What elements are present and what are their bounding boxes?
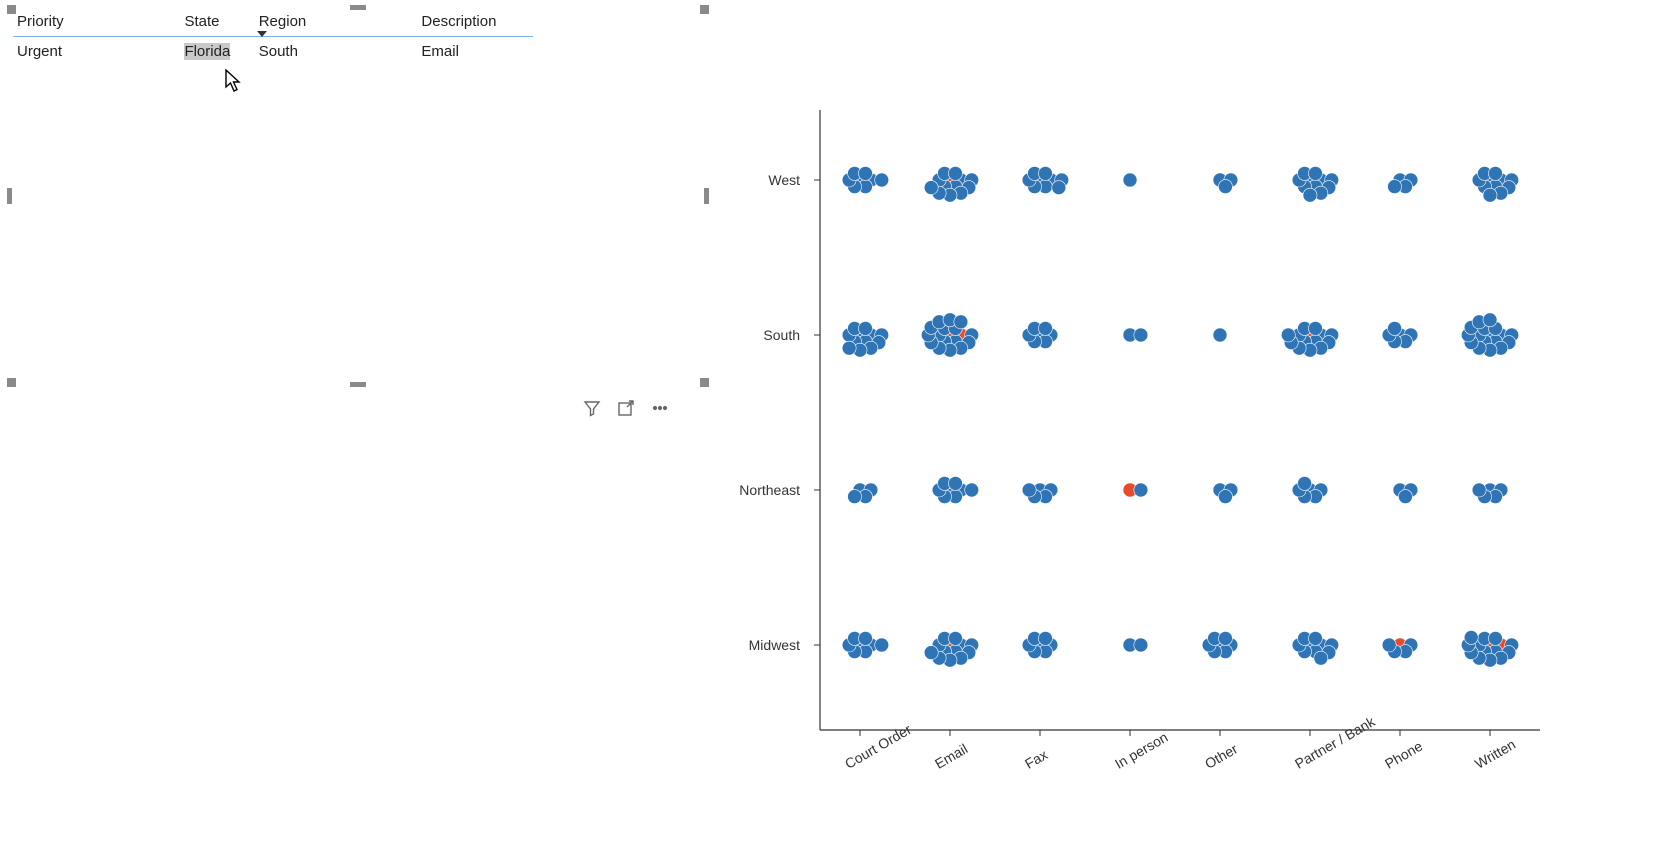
data-point[interactable] <box>1218 631 1232 645</box>
data-point[interactable] <box>1298 476 1312 490</box>
data-point[interactable] <box>858 166 872 180</box>
data-point[interactable] <box>1134 483 1148 497</box>
data-point[interactable] <box>1388 321 1402 335</box>
data-point[interactable] <box>1218 490 1232 504</box>
cell-text: Urgent <box>17 43 62 60</box>
column-header-label: Description <box>421 13 496 30</box>
cell-description[interactable]: Email <box>417 37 533 67</box>
data-point[interactable] <box>1213 328 1227 342</box>
column-header-label: State <box>184 13 219 30</box>
data-table[interactable]: Priority State Region Description Urgent… <box>13 9 533 66</box>
y-axis-label: Northeast <box>720 482 800 498</box>
scatter-chart[interactable]: WestSouthNortheastMidwest Court OrderEma… <box>730 90 1560 830</box>
data-point[interactable] <box>1308 166 1322 180</box>
data-point[interactable] <box>1134 638 1148 652</box>
resize-handle[interactable] <box>7 188 12 204</box>
data-point[interactable] <box>1483 313 1497 327</box>
cell-text: Email <box>421 43 459 60</box>
data-point[interactable] <box>948 166 962 180</box>
data-point[interactable] <box>1218 180 1232 194</box>
data-point[interactable] <box>948 631 962 645</box>
data-point[interactable] <box>1488 166 1502 180</box>
data-point[interactable] <box>1398 490 1412 504</box>
data-point[interactable] <box>924 646 938 660</box>
column-header-region[interactable]: Region <box>255 9 418 37</box>
column-header-priority[interactable]: Priority <box>13 9 180 37</box>
table-row[interactable]: Urgent Florida South Email <box>13 37 533 67</box>
data-point[interactable] <box>1303 188 1317 202</box>
data-point[interactable] <box>1308 631 1322 645</box>
data-point[interactable] <box>1382 638 1396 652</box>
data-point[interactable] <box>965 483 979 497</box>
data-point[interactable] <box>1281 328 1295 342</box>
cell-region[interactable]: South <box>255 37 418 67</box>
focus-mode-icon[interactable] <box>616 398 636 418</box>
column-header-state[interactable]: State <box>180 9 254 37</box>
visual-toolbar <box>582 396 702 420</box>
data-point[interactable] <box>1472 483 1486 497</box>
data-point[interactable] <box>875 638 889 652</box>
data-point[interactable] <box>1038 166 1052 180</box>
more-options-icon[interactable] <box>650 398 670 418</box>
column-header-label: Priority <box>17 13 64 30</box>
data-point[interactable] <box>1488 631 1502 645</box>
data-point[interactable] <box>858 321 872 335</box>
data-point[interactable] <box>1483 188 1497 202</box>
sort-desc-icon <box>257 31 267 37</box>
y-axis-label: West <box>720 172 800 188</box>
data-point[interactable] <box>1308 321 1322 335</box>
data-point[interactable] <box>948 476 962 490</box>
resize-handle[interactable] <box>350 382 366 387</box>
data-point[interactable] <box>1314 651 1328 665</box>
resize-handle[interactable] <box>700 5 709 14</box>
data-point[interactable] <box>1464 630 1478 644</box>
resize-handle[interactable] <box>7 378 16 387</box>
resize-handle[interactable] <box>704 188 709 204</box>
table-header-row: Priority State Region Description <box>13 9 533 37</box>
data-point[interactable] <box>1038 321 1052 335</box>
data-point[interactable] <box>858 631 872 645</box>
data-point[interactable] <box>1123 173 1137 187</box>
data-point[interactable] <box>842 341 856 355</box>
data-point[interactable] <box>1134 328 1148 342</box>
chart-plot-area[interactable] <box>730 90 1560 830</box>
cell-priority[interactable]: Urgent <box>13 37 180 67</box>
filter-icon[interactable] <box>582 398 602 418</box>
column-header-description[interactable]: Description <box>417 9 533 37</box>
cursor-icon <box>225 69 243 93</box>
data-point[interactable] <box>1038 631 1052 645</box>
data-point[interactable] <box>954 315 968 329</box>
y-axis-label: Midwest <box>720 637 800 653</box>
resize-handle[interactable] <box>700 378 709 387</box>
y-axis-label: South <box>720 327 800 343</box>
data-point[interactable] <box>1022 483 1036 497</box>
data-point[interactable] <box>848 490 862 504</box>
data-point[interactable] <box>1052 181 1066 195</box>
cell-state[interactable]: Florida <box>180 37 254 67</box>
data-point[interactable] <box>875 173 889 187</box>
table-visual[interactable]: Priority State Region Description Urgent… <box>8 6 708 386</box>
data-point[interactable] <box>1388 180 1402 194</box>
cell-text: Florida <box>184 43 230 60</box>
column-header-label: Region <box>259 13 307 30</box>
data-point[interactable] <box>924 181 938 195</box>
cell-text: South <box>259 43 298 60</box>
